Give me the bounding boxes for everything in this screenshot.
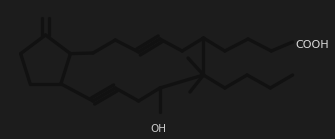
- Text: OH: OH: [150, 124, 166, 134]
- Text: COOH: COOH: [295, 40, 329, 50]
